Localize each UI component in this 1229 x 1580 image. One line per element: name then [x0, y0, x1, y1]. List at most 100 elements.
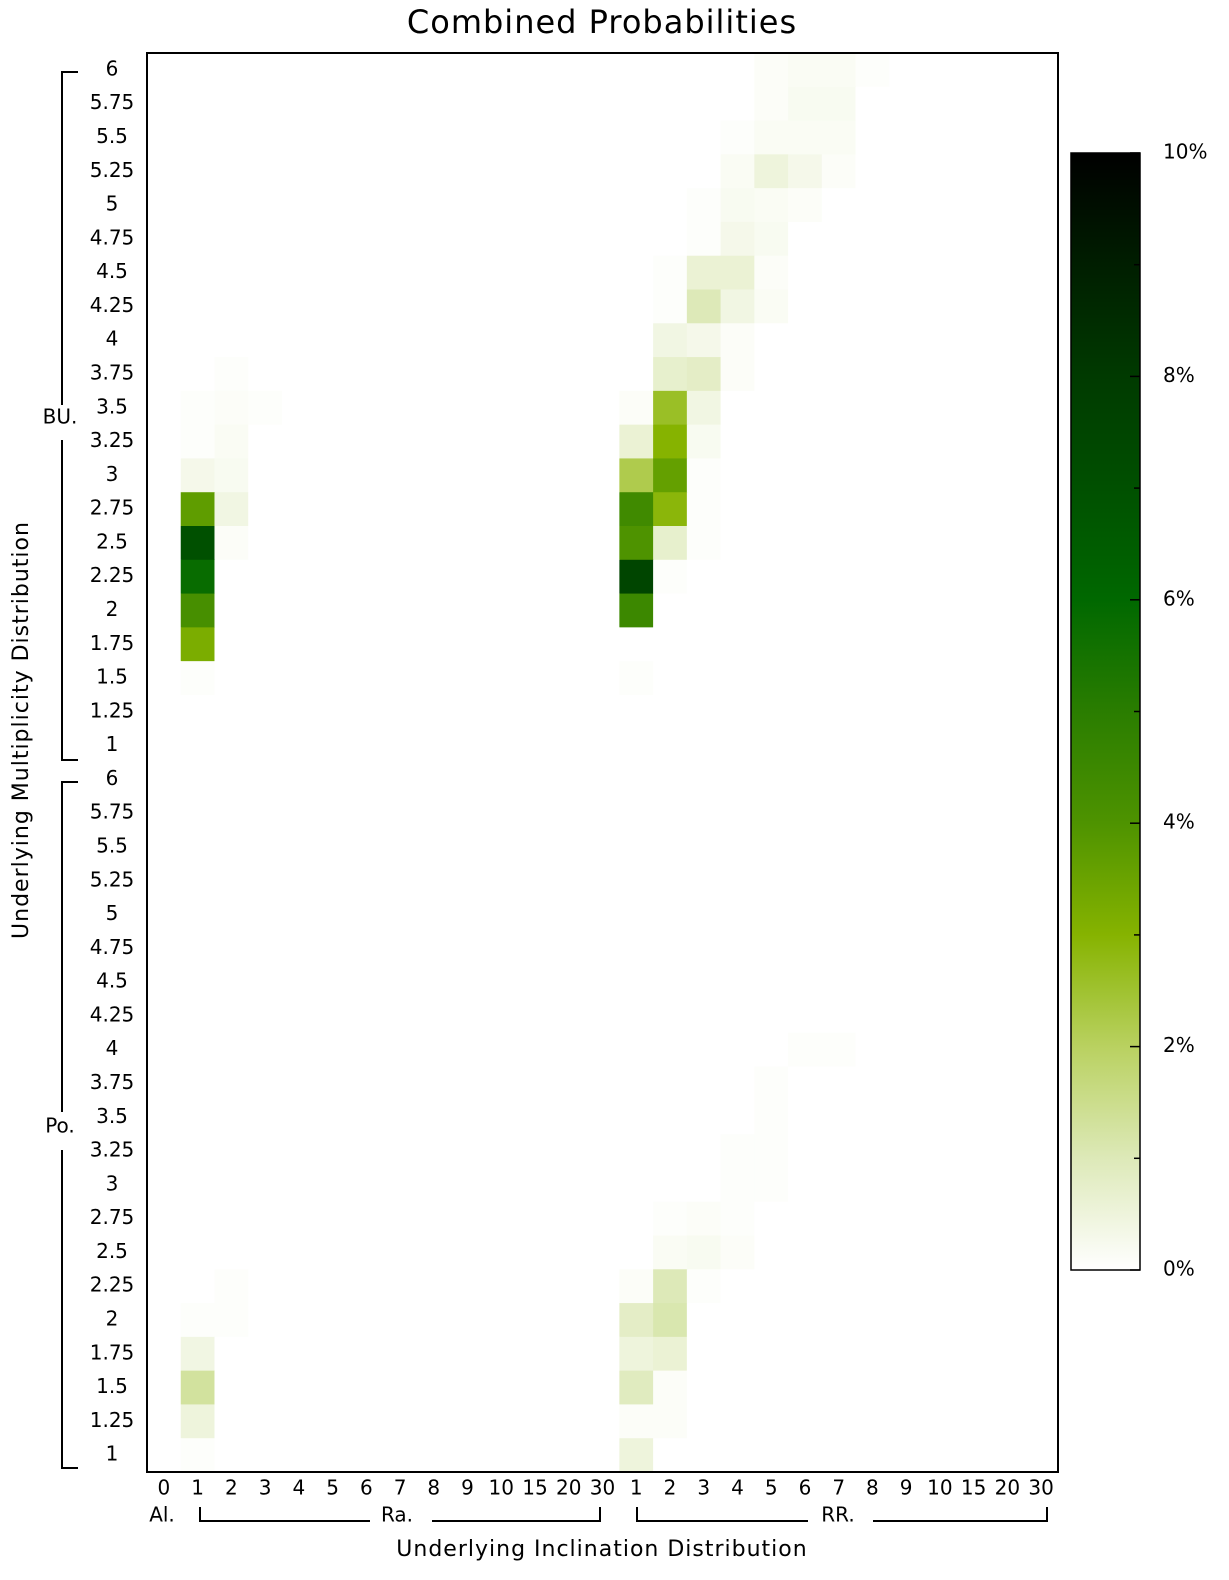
heatmap-cell: [315, 492, 350, 527]
heatmap-cell: [349, 1303, 384, 1338]
heatmap-cell: [180, 255, 215, 290]
heatmap-cell: [180, 357, 215, 392]
heatmap-cell: [855, 323, 890, 358]
heatmap-cell: [551, 1167, 587, 1203]
heatmap-cell: [990, 694, 1025, 730]
heatmap-cell: [551, 1303, 587, 1338]
heatmap-cell: [214, 728, 249, 763]
heatmap-cell: [585, 188, 620, 223]
heatmap-cell: [450, 1438, 485, 1473]
y-tick-label: 3: [106, 462, 119, 486]
heatmap-cell: [956, 1100, 992, 1135]
heatmap-cell: [383, 188, 418, 223]
heatmap-cell: [585, 357, 620, 392]
heatmap-cell: [653, 559, 688, 595]
heatmap-cell: [788, 1370, 823, 1405]
heatmap-cell: [147, 221, 182, 257]
heatmap-cell: [214, 323, 249, 358]
heatmap-cell: [855, 1235, 890, 1270]
heatmap-cell: [923, 1032, 958, 1068]
heatmap-cell: [147, 559, 182, 595]
heatmap-cell: [990, 53, 1025, 88]
heatmap-cell: [349, 1336, 384, 1372]
heatmap-cell: [248, 390, 283, 426]
heatmap-cell: [248, 323, 283, 358]
heatmap-cell: [889, 323, 924, 358]
heatmap-cell: [720, 931, 755, 966]
heatmap-cell: [248, 424, 283, 459]
heatmap-cell: [147, 526, 182, 561]
heatmap-cell: [990, 999, 1025, 1034]
heatmap-cell: [484, 1303, 519, 1338]
heatmap-cell: [923, 1438, 958, 1473]
heatmap-cell: [248, 999, 283, 1034]
heatmap-cell: [720, 357, 755, 392]
heatmap-cell: [754, 526, 789, 561]
heatmap-cell: [248, 627, 283, 662]
heatmap-cell: [585, 526, 620, 561]
heatmap-cell: [1024, 154, 1059, 189]
y-group-bracket: [61, 71, 78, 761]
heatmap-cell: [720, 762, 755, 797]
heatmap-cell: [450, 1303, 485, 1338]
heatmap-cell: [923, 661, 958, 696]
heatmap-cell: [585, 1066, 620, 1101]
heatmap-cell: [180, 1201, 215, 1236]
heatmap-cell: [889, 863, 924, 899]
heatmap-cell: [484, 188, 519, 223]
heatmap-cell: [518, 424, 553, 459]
heatmap-cell: [180, 1303, 215, 1338]
heatmap-cell: [720, 526, 755, 561]
y-tick-label: 4.75: [90, 225, 135, 249]
heatmap-cell: [821, 357, 857, 392]
heatmap-cell: [754, 86, 789, 122]
heatmap-cell: [281, 1201, 317, 1236]
heatmap-cell: [349, 1032, 384, 1068]
heatmap-cell: [450, 53, 485, 88]
heatmap-cell: [754, 1303, 789, 1338]
heatmap-cell: [923, 728, 958, 763]
heatmap-cell: [619, 188, 654, 223]
heatmap-cell: [214, 627, 249, 662]
heatmap-cell: [889, 255, 924, 290]
heatmap-cell: [484, 661, 519, 696]
x-axis-title: Underlying Inclination Distribution: [396, 1537, 807, 1562]
heatmap-cell: [383, 1336, 418, 1372]
heatmap-cell: [653, 323, 688, 358]
heatmap-cell: [754, 120, 789, 155]
heatmap-cell: [956, 1235, 992, 1270]
heatmap-cell: [653, 86, 688, 122]
y-tick-label: 5.5: [96, 833, 128, 857]
heatmap-cell: [484, 492, 519, 527]
heatmap-cell: [754, 424, 789, 459]
x-tick-label: 10: [927, 1476, 952, 1500]
heatmap-cell: [315, 1201, 350, 1236]
heatmap-cell: [720, 728, 755, 763]
heatmap-cell: [754, 1269, 789, 1304]
heatmap-cell: [214, 1370, 249, 1405]
heatmap-cell: [923, 424, 958, 459]
heatmap-cell: [1024, 694, 1059, 730]
heatmap-cell: [518, 120, 553, 155]
heatmap-cell: [653, 424, 688, 459]
heatmap-cell: [821, 661, 857, 696]
heatmap-cell: [754, 1201, 789, 1236]
heatmap-cell: [518, 357, 553, 392]
heatmap-cell: [821, 424, 857, 459]
heatmap-cell: [315, 661, 350, 696]
colorbar-tick-label: 8%: [1163, 363, 1195, 387]
heatmap-cell: [686, 458, 722, 493]
heatmap-cell: [619, 323, 654, 358]
heatmap-cell: [1024, 323, 1059, 358]
heatmap-cell: [956, 188, 992, 223]
heatmap-cell: [248, 221, 283, 257]
heatmap-cell: [990, 120, 1025, 155]
heatmap-cell: [821, 221, 857, 257]
heatmap-cell: [686, 1032, 722, 1068]
heatmap-cell: [518, 492, 553, 527]
heatmap-cell: [484, 965, 519, 1000]
heatmap-cell: [484, 1066, 519, 1101]
heatmap-cell: [315, 1370, 350, 1405]
heatmap-cell: [518, 661, 553, 696]
heatmap-cell: [990, 458, 1025, 493]
